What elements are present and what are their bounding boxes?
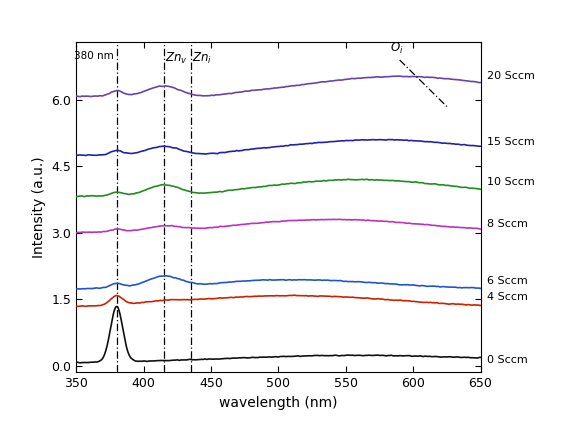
Text: 6 Sccm: 6 Sccm (488, 277, 528, 286)
Text: 0 Sccm: 0 Sccm (488, 355, 528, 365)
Text: 20 Sccm: 20 Sccm (488, 71, 535, 80)
Y-axis label: Intensity (a.u.): Intensity (a.u.) (32, 157, 46, 258)
Text: $O_i$: $O_i$ (390, 41, 404, 55)
Text: $Zn_i$: $Zn_i$ (192, 51, 212, 66)
Text: 10 Sccm: 10 Sccm (488, 177, 535, 187)
Text: 15 Sccm: 15 Sccm (488, 137, 535, 147)
Text: 8 Sccm: 8 Sccm (488, 219, 528, 229)
Text: 4 Sccm: 4 Sccm (488, 292, 528, 302)
Text: $Zn_v$: $Zn_v$ (165, 51, 188, 66)
X-axis label: wavelength (nm): wavelength (nm) (219, 396, 338, 409)
Text: 380 nm: 380 nm (74, 51, 114, 61)
